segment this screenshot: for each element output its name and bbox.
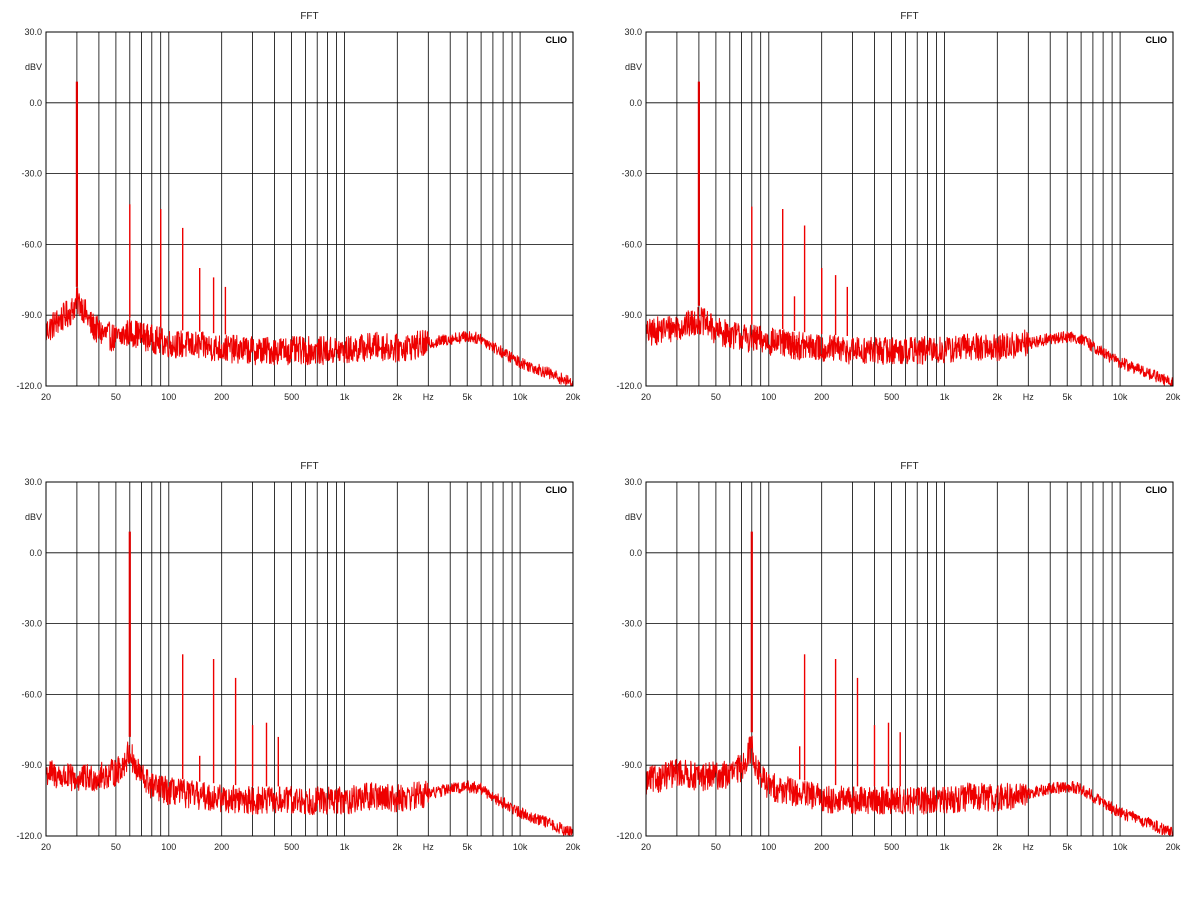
y-tick-label: -60.0 xyxy=(621,689,642,699)
plot-frame xyxy=(645,31,1174,387)
y-axis-unit: dBV xyxy=(625,512,642,522)
y-tick-label: -120.0 xyxy=(616,831,642,841)
y-tick-label: 0.0 xyxy=(29,548,42,558)
x-tick-label: 500 xyxy=(884,842,899,852)
noise-floor-trace xyxy=(645,306,1174,387)
x-tick-label: 10k xyxy=(1113,842,1128,852)
noise-floor-trace xyxy=(45,287,574,387)
y-tick-label: 30.0 xyxy=(24,27,42,37)
chart-title: FFT xyxy=(900,461,918,472)
plot-frame xyxy=(645,481,1174,837)
y-tick-label: -30.0 xyxy=(21,619,42,629)
y-tick-label: -120.0 xyxy=(16,381,42,391)
x-tick-label: 5k xyxy=(1062,842,1072,852)
fft-chart-1: FFT 30.0 0.0 -30.0 -60.0 -90.0 -120.0 dBV 20 50 10… xyxy=(16,11,580,402)
x-axis-unit: Hz xyxy=(423,842,434,852)
y-tick-label: -60.0 xyxy=(21,689,42,699)
x-tick-label: 50 xyxy=(711,842,721,852)
x-tick-label: 200 xyxy=(814,842,829,852)
chart-title: FFT xyxy=(300,461,318,472)
x-tick-label: 200 xyxy=(814,392,829,402)
y-tick-label: 0.0 xyxy=(629,548,642,558)
x-tick-label: 20 xyxy=(41,842,51,852)
x-tick-label: 20k xyxy=(566,392,581,402)
x-tick-label: 1k xyxy=(340,842,350,852)
x-axis-unit: Hz xyxy=(1023,842,1034,852)
y-tick-label: -120.0 xyxy=(616,381,642,391)
x-tick-label: 500 xyxy=(884,392,899,402)
plot-frame xyxy=(45,31,574,387)
y-tick-label: -30.0 xyxy=(21,169,42,179)
y-tick-label: -90.0 xyxy=(621,760,642,770)
y-axis-unit: dBV xyxy=(25,512,42,522)
y-tick-label: 0.0 xyxy=(29,98,42,108)
x-tick-label: 50 xyxy=(111,392,121,402)
x-tick-label: 100 xyxy=(761,392,776,402)
y-axis-unit: dBV xyxy=(25,62,42,72)
fft-chart-3: FFT 30.0 0.0 -30.0 -60.0 -90.0 -120.0 dBV 20 50 10… xyxy=(16,461,580,852)
x-tick-label: 200 xyxy=(214,392,229,402)
x-tick-label: 2k xyxy=(993,842,1003,852)
x-tick-label: 100 xyxy=(161,842,176,852)
x-tick-label: 50 xyxy=(711,392,721,402)
x-tick-label: 2k xyxy=(393,842,403,852)
x-tick-label: 5k xyxy=(462,392,472,402)
y-tick-label: 0.0 xyxy=(629,98,642,108)
x-tick-label: 20k xyxy=(566,842,581,852)
x-tick-label: 10k xyxy=(1113,392,1128,402)
x-tick-label: 2k xyxy=(393,392,403,402)
chart-title: FFT xyxy=(300,11,318,22)
y-tick-label: 30.0 xyxy=(24,477,42,487)
x-tick-label: 20 xyxy=(641,392,651,402)
y-tick-label: -60.0 xyxy=(621,239,642,249)
x-tick-label: 20 xyxy=(641,842,651,852)
x-tick-label: 100 xyxy=(761,842,776,852)
clio-brand-label: CLIO xyxy=(546,35,568,45)
y-tick-label: 30.0 xyxy=(624,27,642,37)
clio-brand-label: CLIO xyxy=(1146,35,1168,45)
x-tick-label: 200 xyxy=(214,842,229,852)
x-tick-label: 1k xyxy=(940,392,950,402)
chart-title: FFT xyxy=(900,11,918,22)
x-axis-unit: Hz xyxy=(423,392,434,402)
y-axis-unit: dBV xyxy=(625,62,642,72)
y-tick-label: -90.0 xyxy=(621,310,642,320)
x-tick-label: 5k xyxy=(462,842,472,852)
x-tick-label: 500 xyxy=(284,842,299,852)
y-tick-label: 30.0 xyxy=(624,477,642,487)
x-tick-label: 10k xyxy=(513,842,528,852)
x-tick-label: 50 xyxy=(111,842,121,852)
y-tick-label: -90.0 xyxy=(21,760,42,770)
plot-frame xyxy=(45,481,574,837)
y-tick-label: -120.0 xyxy=(16,831,42,841)
clio-brand-label: CLIO xyxy=(546,485,568,495)
x-axis-unit: Hz xyxy=(1023,392,1034,402)
y-tick-label: -60.0 xyxy=(21,239,42,249)
y-tick-label: -30.0 xyxy=(621,619,642,629)
x-tick-label: 10k xyxy=(513,392,528,402)
y-tick-label: -30.0 xyxy=(621,169,642,179)
x-tick-label: 100 xyxy=(161,392,176,402)
x-tick-label: 1k xyxy=(940,842,950,852)
y-tick-label: -90.0 xyxy=(21,310,42,320)
fft-chart-2: FFT 30.0 0.0 -30.0 -60.0 -90.0 -120.0 dBV 20 50 10… xyxy=(616,11,1180,402)
x-tick-label: 5k xyxy=(1062,392,1072,402)
x-tick-label: 20 xyxy=(41,392,51,402)
x-tick-label: 2k xyxy=(993,392,1003,402)
noise-floor-trace xyxy=(645,735,1174,837)
clio-brand-label: CLIO xyxy=(1146,485,1168,495)
x-tick-label: 20k xyxy=(1166,392,1181,402)
x-tick-label: 500 xyxy=(284,392,299,402)
x-tick-label: 20k xyxy=(1166,842,1181,852)
x-tick-label: 1k xyxy=(340,392,350,402)
noise-floor-trace xyxy=(45,741,574,837)
fft-chart-4: FFT 30.0 0.0 -30.0 -60.0 -90.0 -120.0 dBV 20 50 10… xyxy=(616,461,1180,852)
